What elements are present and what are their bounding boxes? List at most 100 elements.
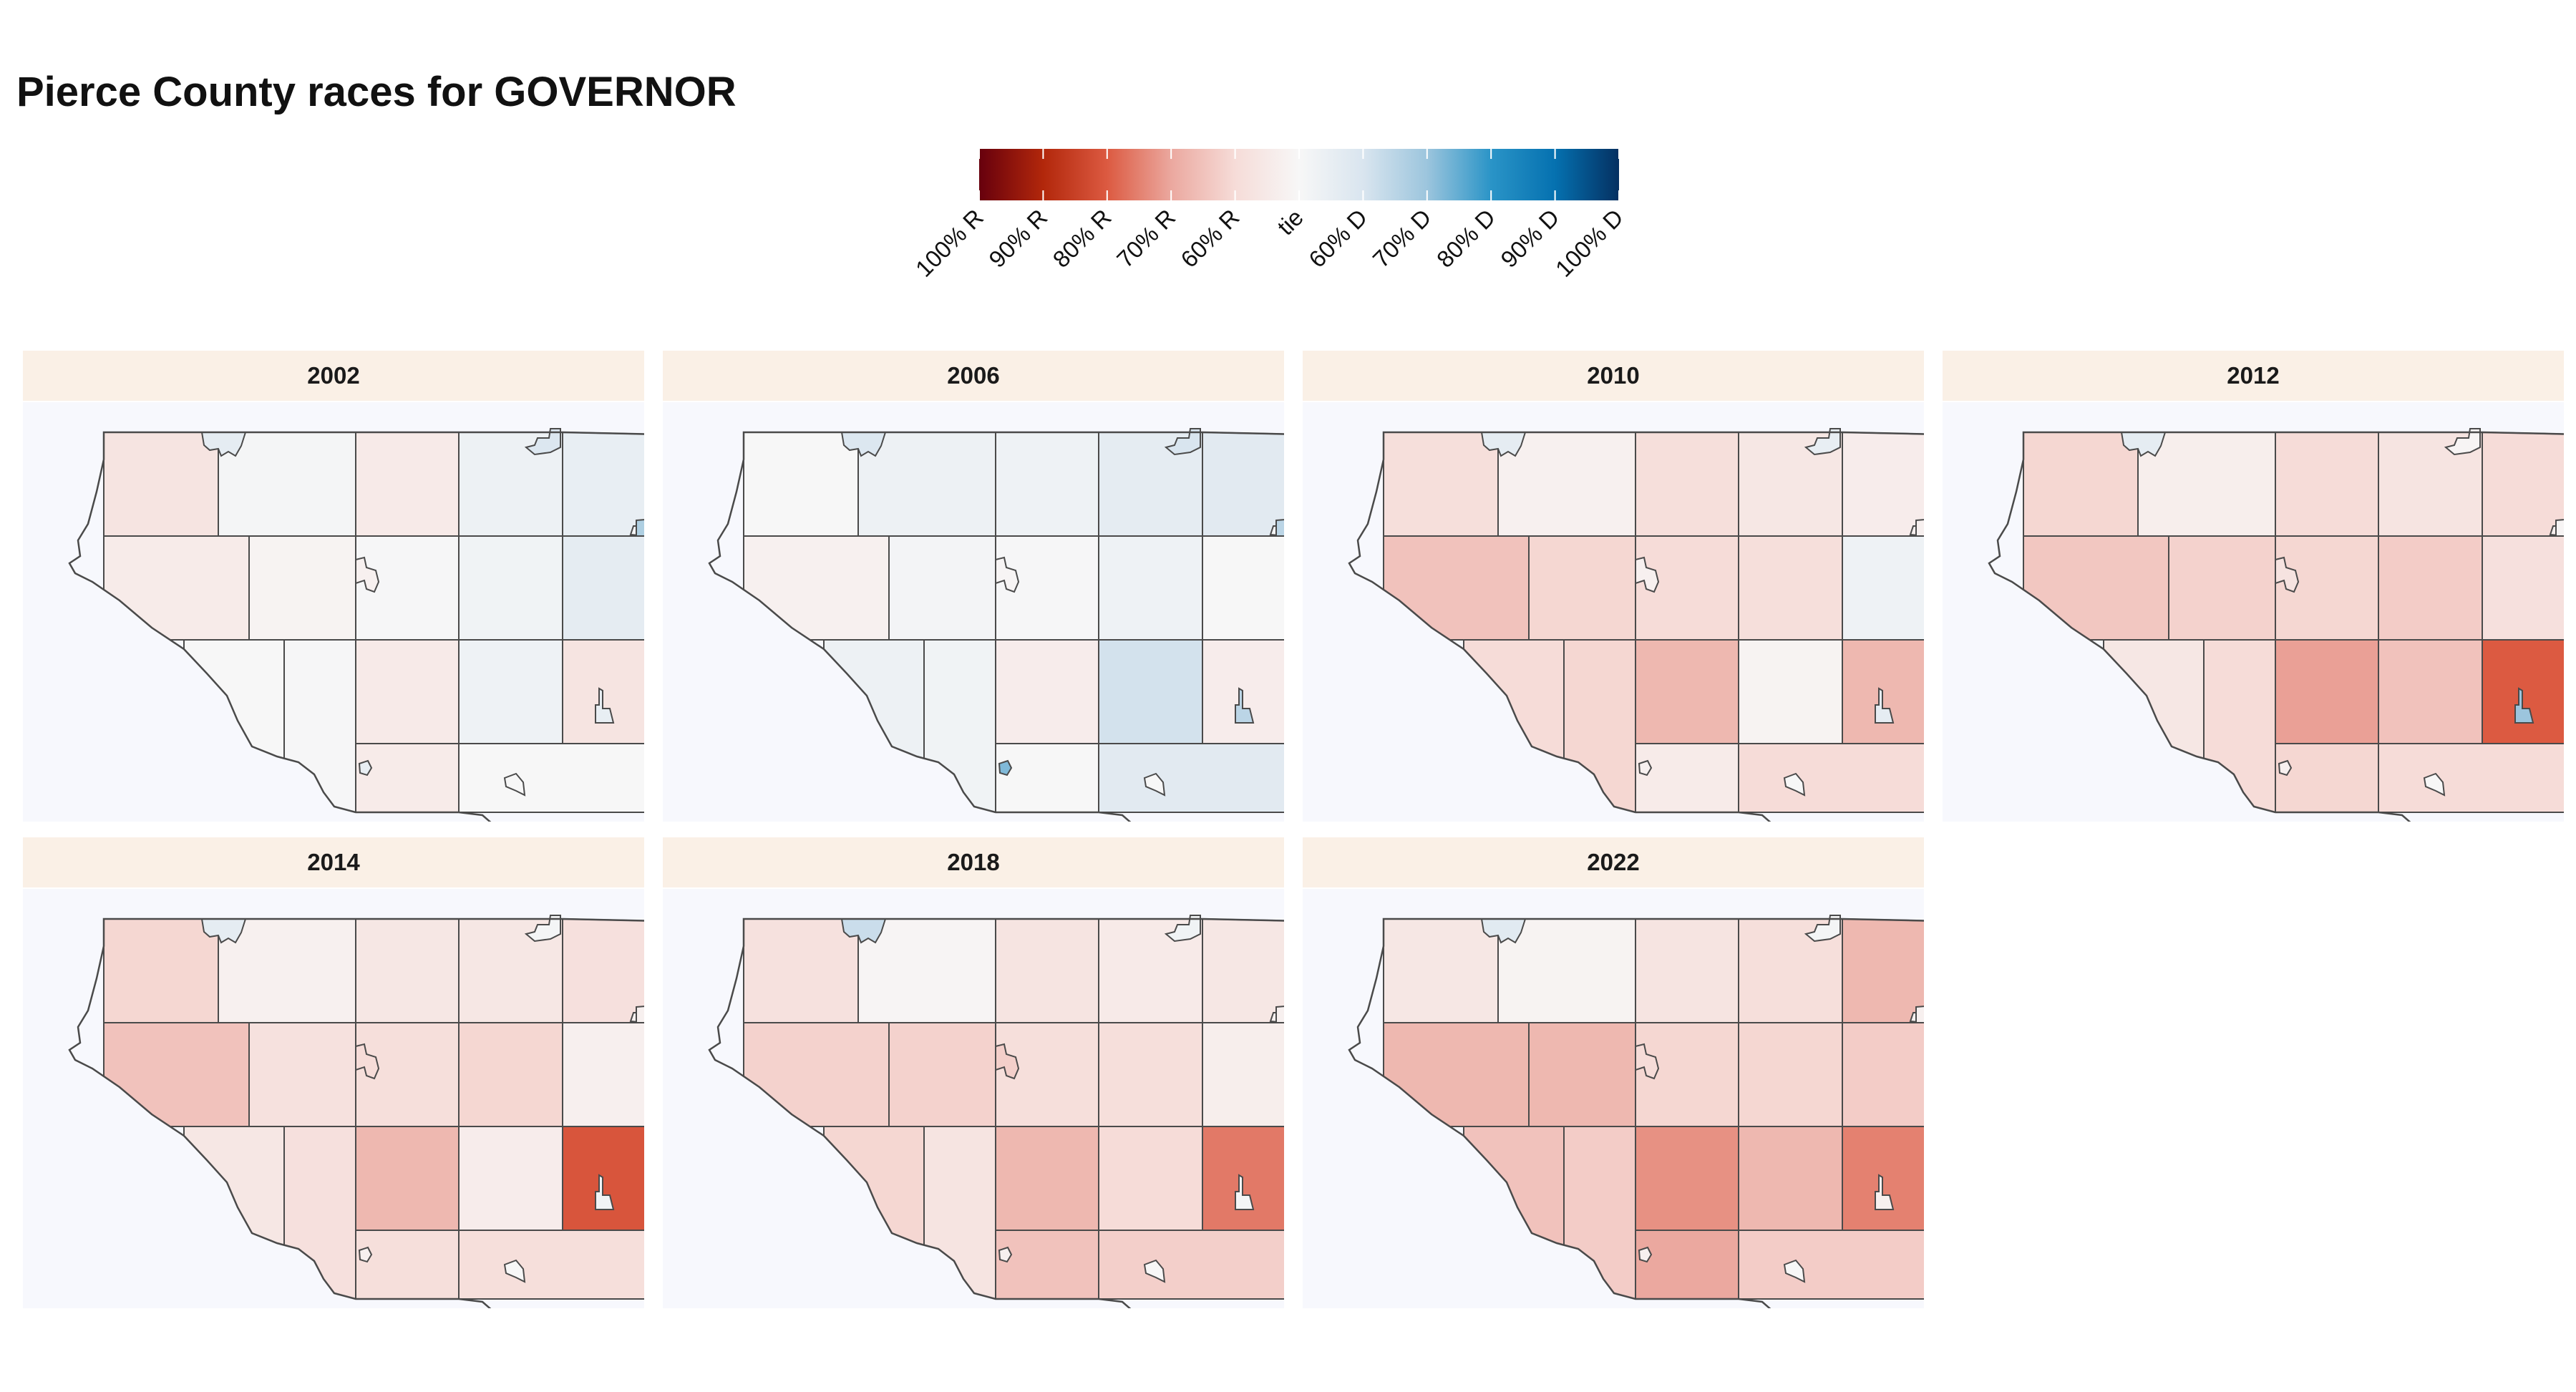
map-region [2378,535,2483,641]
map-municipality [1275,517,1284,537]
map-region [248,1022,356,1127]
map-municipality [636,517,644,537]
map-region [103,535,250,641]
map-municipality [2278,759,2293,777]
county-outline [68,431,644,822]
map-municipality [998,759,1013,777]
map-region [562,431,644,537]
map-region [562,1022,644,1127]
map-municipality [1875,687,1895,724]
map-region [2103,639,2205,822]
facet-panel-2018: 2018 [663,837,1284,1308]
map-region [2275,432,2379,537]
map-region [1842,918,1924,1023]
map-municipality [1875,1174,1895,1210]
map-region [1098,1126,1203,1231]
legend-label: 80% D [1432,204,1500,273]
map-region [1098,535,1203,641]
map-municipality [2275,556,2300,593]
map-region [1098,743,1284,813]
map-municipality [1804,428,1841,456]
map-region [562,918,644,1023]
map-region [1842,431,1924,537]
map-municipality [358,759,373,777]
map-region [1738,1126,1843,1231]
map-region [458,1126,563,1231]
map-region [1842,639,1924,744]
map-region [458,1022,563,1127]
chart-title: Pierce County races for GOVERNOR [16,69,737,115]
map-municipality [1638,759,1653,777]
map-region [995,918,1099,1023]
map-municipality [595,1174,615,1210]
map-region [458,639,563,744]
facet-year-label: 2022 [1303,837,1924,887]
facet-panel-2022: 2022 [1303,837,1924,1308]
map-municipality [995,1043,1020,1080]
facet-year-label: 2012 [1943,351,2564,401]
map-region [1738,639,1843,744]
choropleth-map [68,428,644,822]
facet-year-label: 2006 [663,351,1284,401]
legend-label: 60% D [1303,204,1372,273]
map-region [1098,1022,1203,1127]
map-region [1842,1022,1924,1127]
map-region [1383,535,1530,641]
map-region [355,639,460,744]
map-municipality [200,432,247,457]
legend-label: 100% R [910,204,988,282]
map-municipality [998,1246,1013,1263]
map-region [1635,1126,1739,1231]
map-municipality [1480,432,1527,457]
map-area [663,889,1284,1308]
map-municipality [200,918,247,944]
legend-label: tie [1272,204,1308,240]
map-region [355,432,460,537]
map-region [248,535,356,641]
map-municipality [2444,428,2481,456]
map-municipality [636,1004,644,1023]
map-region [1202,918,1284,1023]
map-region [1383,1022,1530,1127]
facet-panel-2014: 2014 [23,837,644,1308]
map-region [1202,431,1284,537]
facet-panel-2012: 2012 [1943,351,2564,822]
map-region [562,1126,644,1231]
county-outline [68,918,644,1308]
map-region [1738,1022,1843,1127]
map-region [888,1022,996,1127]
map-region [1463,639,1565,822]
map-municipality [1635,556,1660,593]
map-municipality [503,1259,526,1283]
map-region [888,535,996,641]
map-region [1098,1230,1284,1300]
map-municipality [2423,772,2446,797]
map-region [743,535,890,641]
map-region [1738,535,1843,641]
map-region [1463,1126,1565,1308]
map-region [103,1022,250,1127]
map-region [1842,1126,1924,1231]
map-region [355,1126,460,1231]
map-municipality [1783,1259,1806,1283]
map-municipality [595,687,615,724]
map-municipality [1783,772,1806,797]
map-region [2482,535,2564,641]
map-region [2203,639,2276,822]
map-region [562,639,644,744]
map-region [458,535,563,641]
map-region [283,639,356,822]
map-region [923,639,996,822]
map-municipality [1235,1174,1255,1210]
legend-label: 70% R [1112,204,1180,273]
county-outline [708,918,1284,1308]
map-municipality [840,432,887,457]
map-municipality [2120,432,2167,457]
map-municipality [1143,772,1166,797]
map-municipality [524,428,561,456]
map-region [1635,918,1739,1023]
map-region [2378,639,2483,744]
choropleth-map [708,428,1284,822]
map-municipality [840,918,887,944]
